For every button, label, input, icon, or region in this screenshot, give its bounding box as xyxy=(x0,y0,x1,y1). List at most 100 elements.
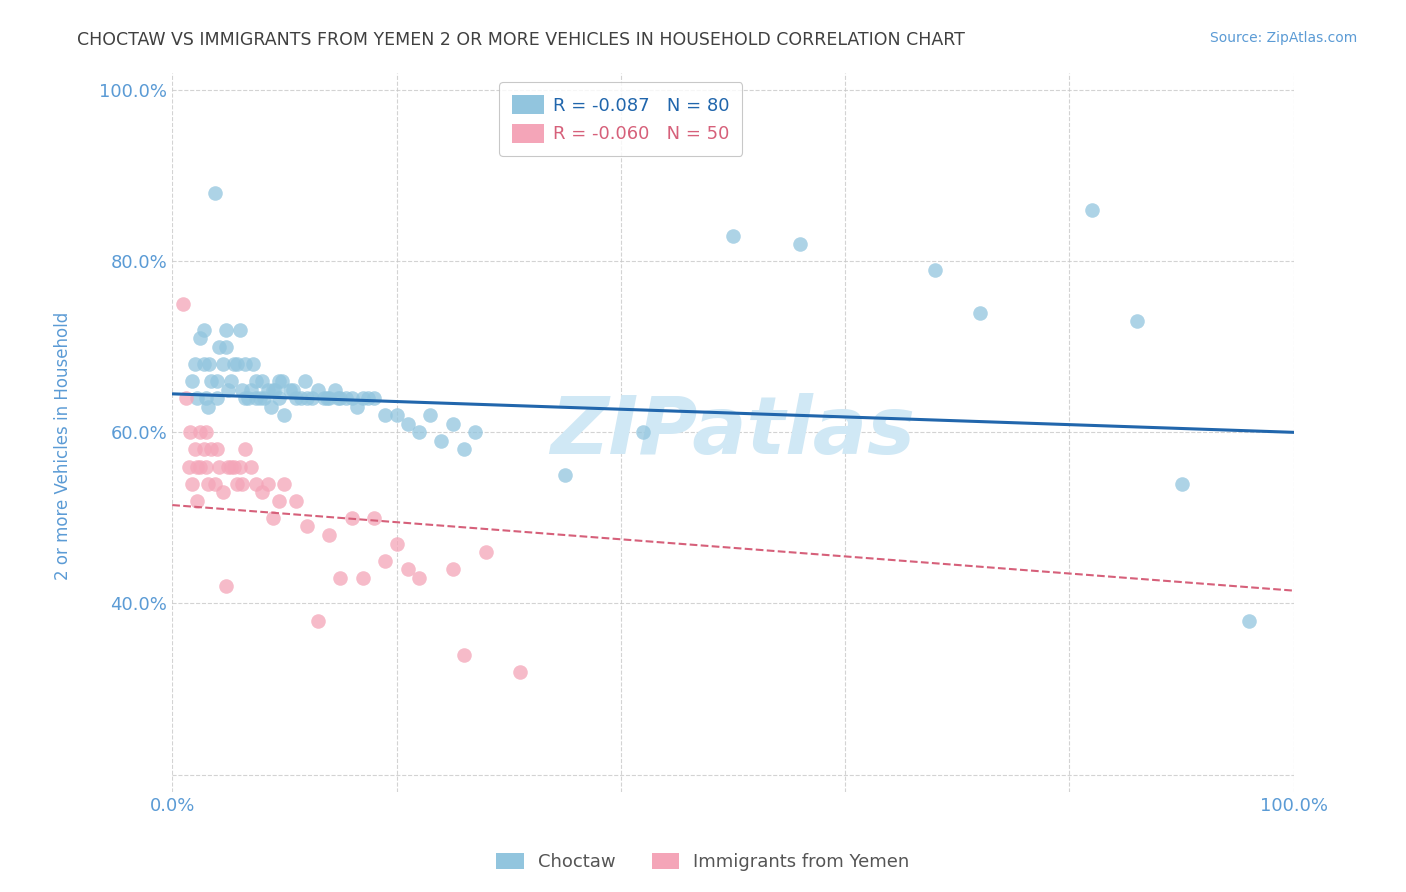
Point xyxy=(256,383,278,397)
Point xyxy=(179,425,201,440)
Point xyxy=(181,374,204,388)
Point xyxy=(233,357,256,371)
Text: 2 or more Vehicles in Household: 2 or more Vehicles in Household xyxy=(55,312,72,580)
Point xyxy=(208,459,231,474)
Point xyxy=(271,374,294,388)
Point xyxy=(290,391,312,405)
Point xyxy=(188,459,211,474)
Point xyxy=(194,425,217,440)
Point xyxy=(335,391,357,405)
Point xyxy=(340,511,363,525)
Point xyxy=(419,409,441,423)
Point xyxy=(316,391,339,405)
Point xyxy=(222,459,245,474)
Point xyxy=(211,485,233,500)
Point xyxy=(183,442,205,457)
Point xyxy=(228,323,250,337)
Point xyxy=(183,357,205,371)
Point xyxy=(352,571,374,585)
Point xyxy=(475,545,498,559)
Point xyxy=(250,374,273,388)
Point xyxy=(307,614,329,628)
Point xyxy=(260,400,283,414)
Point xyxy=(273,409,295,423)
Point xyxy=(233,442,256,457)
Point xyxy=(215,323,238,337)
Point xyxy=(239,383,262,397)
Point xyxy=(312,391,335,405)
Point xyxy=(430,434,453,448)
Point xyxy=(721,228,744,243)
Point xyxy=(197,476,219,491)
Point xyxy=(238,391,260,405)
Point xyxy=(193,323,215,337)
Point xyxy=(239,459,262,474)
Point xyxy=(385,536,408,550)
Point xyxy=(340,391,363,405)
Point xyxy=(188,331,211,345)
Text: ZIPatlas: ZIPatlas xyxy=(551,393,915,471)
Point xyxy=(441,417,464,431)
Point xyxy=(1081,202,1104,217)
Point xyxy=(198,357,221,371)
Point xyxy=(318,391,340,405)
Point xyxy=(215,579,238,593)
Point xyxy=(1170,476,1192,491)
Point xyxy=(264,383,287,397)
Point xyxy=(181,476,204,491)
Point xyxy=(441,562,464,576)
Point xyxy=(205,442,228,457)
Point xyxy=(924,262,946,277)
Point xyxy=(283,383,305,397)
Point xyxy=(217,383,239,397)
Point xyxy=(215,340,238,354)
Point xyxy=(245,476,267,491)
Point xyxy=(249,391,271,405)
Point xyxy=(211,357,233,371)
Point xyxy=(346,400,368,414)
Point xyxy=(262,383,284,397)
Point xyxy=(374,409,396,423)
Point xyxy=(408,425,430,440)
Point xyxy=(267,374,290,388)
Point xyxy=(204,186,226,200)
Text: CHOCTAW VS IMMIGRANTS FROM YEMEN 2 OR MORE VEHICLES IN HOUSEHOLD CORRELATION CHA: CHOCTAW VS IMMIGRANTS FROM YEMEN 2 OR MO… xyxy=(77,31,965,49)
Point xyxy=(177,459,200,474)
Point xyxy=(789,237,811,252)
Point xyxy=(245,374,267,388)
Legend: R = -0.087   N = 80, R = -0.060   N = 50: R = -0.087 N = 80, R = -0.060 N = 50 xyxy=(499,82,742,156)
Point xyxy=(217,459,239,474)
Point xyxy=(253,391,276,405)
Point xyxy=(295,519,318,533)
Point xyxy=(200,442,222,457)
Point xyxy=(357,391,380,405)
Point xyxy=(231,476,253,491)
Point xyxy=(1237,614,1260,628)
Point xyxy=(307,383,329,397)
Point xyxy=(408,571,430,585)
Point xyxy=(200,374,222,388)
Point xyxy=(197,400,219,414)
Point xyxy=(385,409,408,423)
Point xyxy=(396,417,419,431)
Point xyxy=(509,665,531,679)
Point xyxy=(1125,314,1147,328)
Point xyxy=(174,391,197,405)
Point xyxy=(278,383,301,397)
Point xyxy=(194,391,217,405)
Point xyxy=(231,383,253,397)
Point xyxy=(267,493,290,508)
Point xyxy=(222,357,245,371)
Point xyxy=(186,493,208,508)
Point xyxy=(363,511,385,525)
Point xyxy=(228,459,250,474)
Point xyxy=(250,485,273,500)
Point xyxy=(226,357,249,371)
Point xyxy=(554,468,576,483)
Point xyxy=(245,391,267,405)
Point xyxy=(193,442,215,457)
Point xyxy=(186,459,208,474)
Point xyxy=(226,476,249,491)
Point xyxy=(318,528,340,542)
Point xyxy=(284,493,307,508)
